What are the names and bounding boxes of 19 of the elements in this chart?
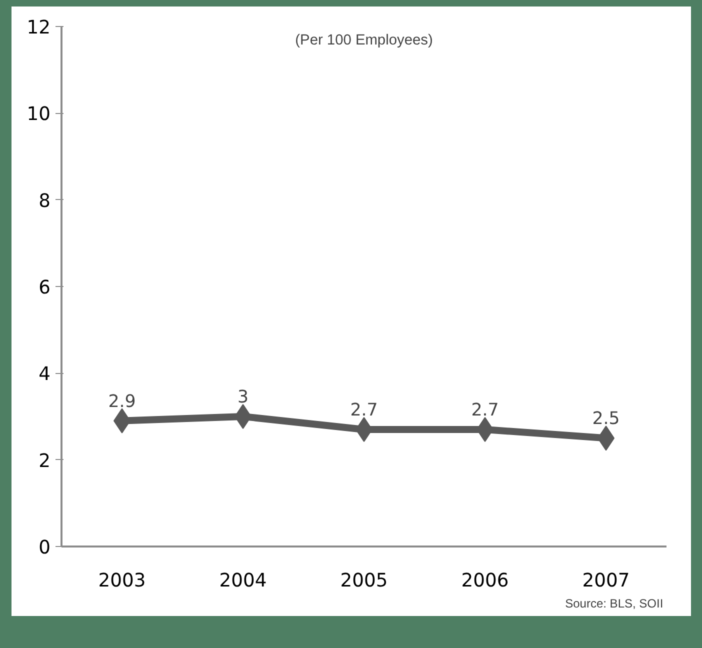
y-tick-label: 10	[26, 104, 51, 126]
data-label: 2.9	[108, 392, 136, 412]
x-tick-label: 2007	[582, 570, 630, 592]
data-label: 2.7	[350, 400, 378, 420]
x-tick-label: 2005	[340, 570, 388, 592]
data-label: 3	[237, 388, 249, 408]
y-tick-label: 12	[26, 18, 51, 38]
y-tick-label: 2	[38, 450, 51, 472]
chart-subtitle: (Per 100 Employees)	[295, 32, 433, 48]
y-tick-label: 8	[38, 190, 51, 212]
data-label: 2.7	[471, 400, 499, 420]
x-tick-label: 2006	[461, 570, 509, 592]
data-label: 2.5	[592, 409, 620, 430]
y-tick-label: 6	[38, 278, 51, 298]
x-tick-label: 2004	[219, 570, 267, 592]
source-note: Source: BLS, SOII	[565, 596, 664, 610]
y-tick-label: 4	[38, 364, 51, 386]
x-tick-label: 2003	[98, 570, 146, 592]
y-tick-label: 0	[38, 538, 51, 558]
